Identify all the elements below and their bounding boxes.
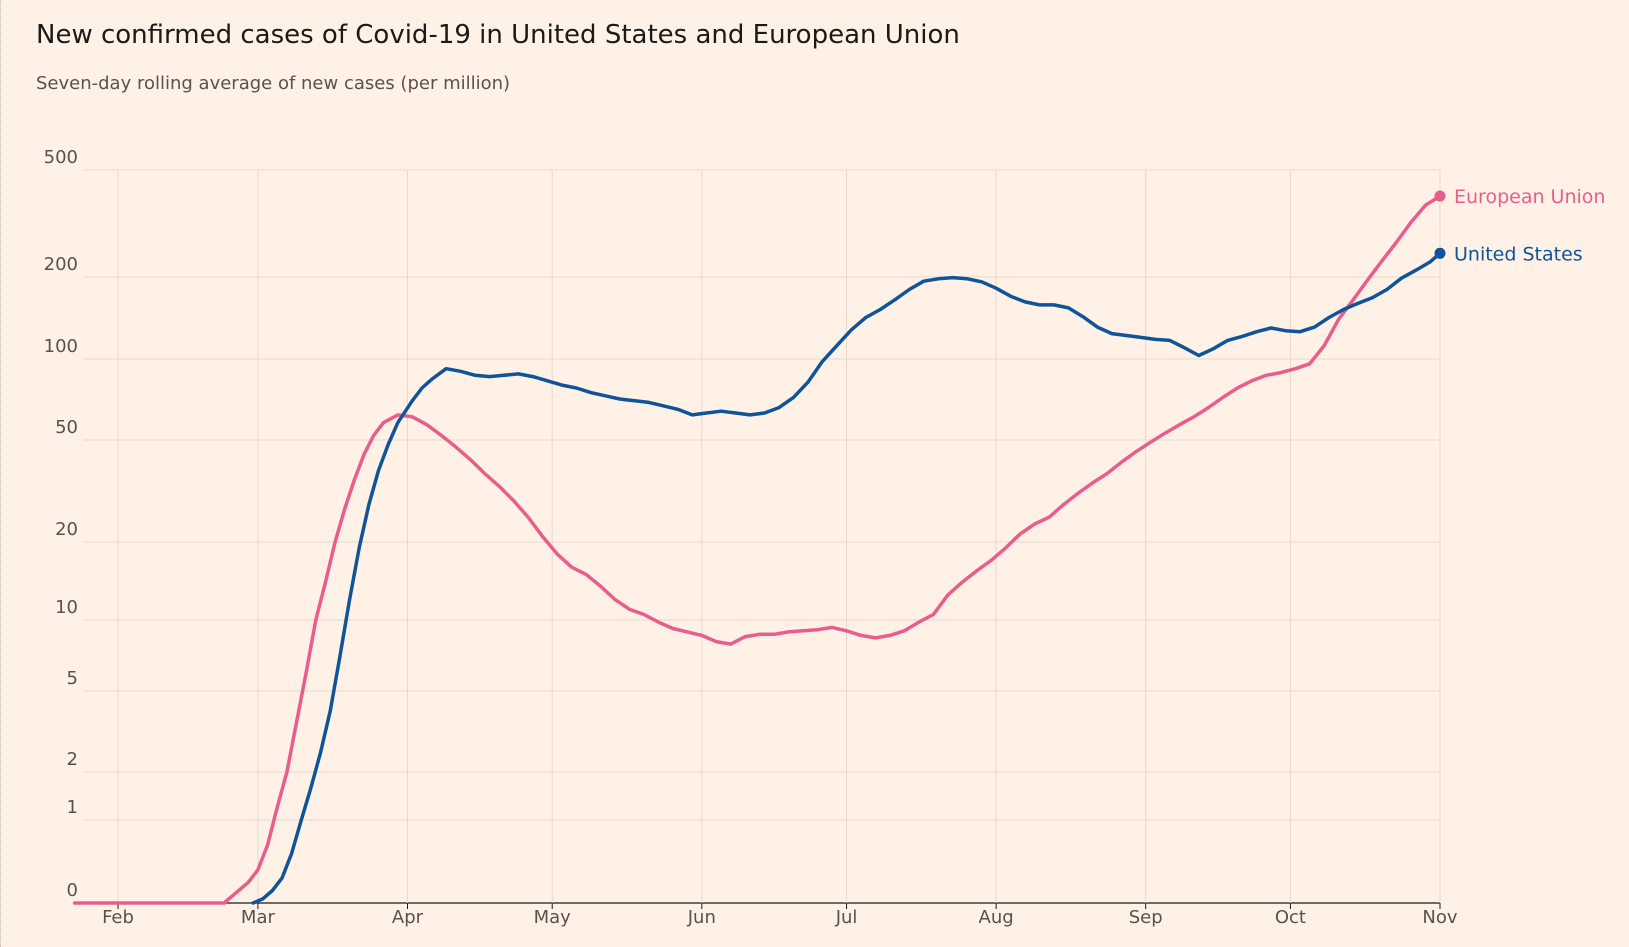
x-tick-label: Sep xyxy=(1129,907,1163,928)
x-tick-label: Apr xyxy=(392,907,424,928)
x-tick-label: Aug xyxy=(979,907,1014,928)
european-union-end-marker xyxy=(1434,190,1446,202)
y-tick-label: 1 xyxy=(67,797,78,818)
y-tick-label: 50 xyxy=(55,417,78,438)
y-tick-label: 200 xyxy=(44,254,78,275)
x-tick-label: Jul xyxy=(835,907,858,928)
y-tick-label: 0 xyxy=(67,880,78,901)
x-tick-label: Mar xyxy=(241,907,276,928)
european-union-line xyxy=(72,194,1442,905)
x-tick-label: May xyxy=(534,907,572,928)
y-tick-label: 10 xyxy=(55,597,78,618)
european-union-label: European Union xyxy=(1454,186,1605,208)
y-tick-label: 100 xyxy=(44,336,78,357)
x-tick-label: Feb xyxy=(102,907,134,928)
chart-title: New confirmed cases of Covid-19 in Unite… xyxy=(36,20,960,50)
chart-subtitle: Seven-day rolling average of new cases (… xyxy=(36,73,511,94)
united-states-line xyxy=(251,251,1442,905)
united-states-label: United States xyxy=(1454,243,1583,265)
united-states-end-marker xyxy=(1434,247,1446,259)
y-tick-label: 20 xyxy=(55,519,78,540)
x-tick-label: Oct xyxy=(1275,907,1306,928)
y-tick-label: 2 xyxy=(67,749,78,770)
page-left-border xyxy=(0,0,1,947)
y-tick-label: 500 xyxy=(44,147,78,168)
x-tick-label: Nov xyxy=(1422,907,1457,928)
x-tick-label: Jun xyxy=(687,907,716,928)
y-tick-label: 5 xyxy=(67,668,78,689)
